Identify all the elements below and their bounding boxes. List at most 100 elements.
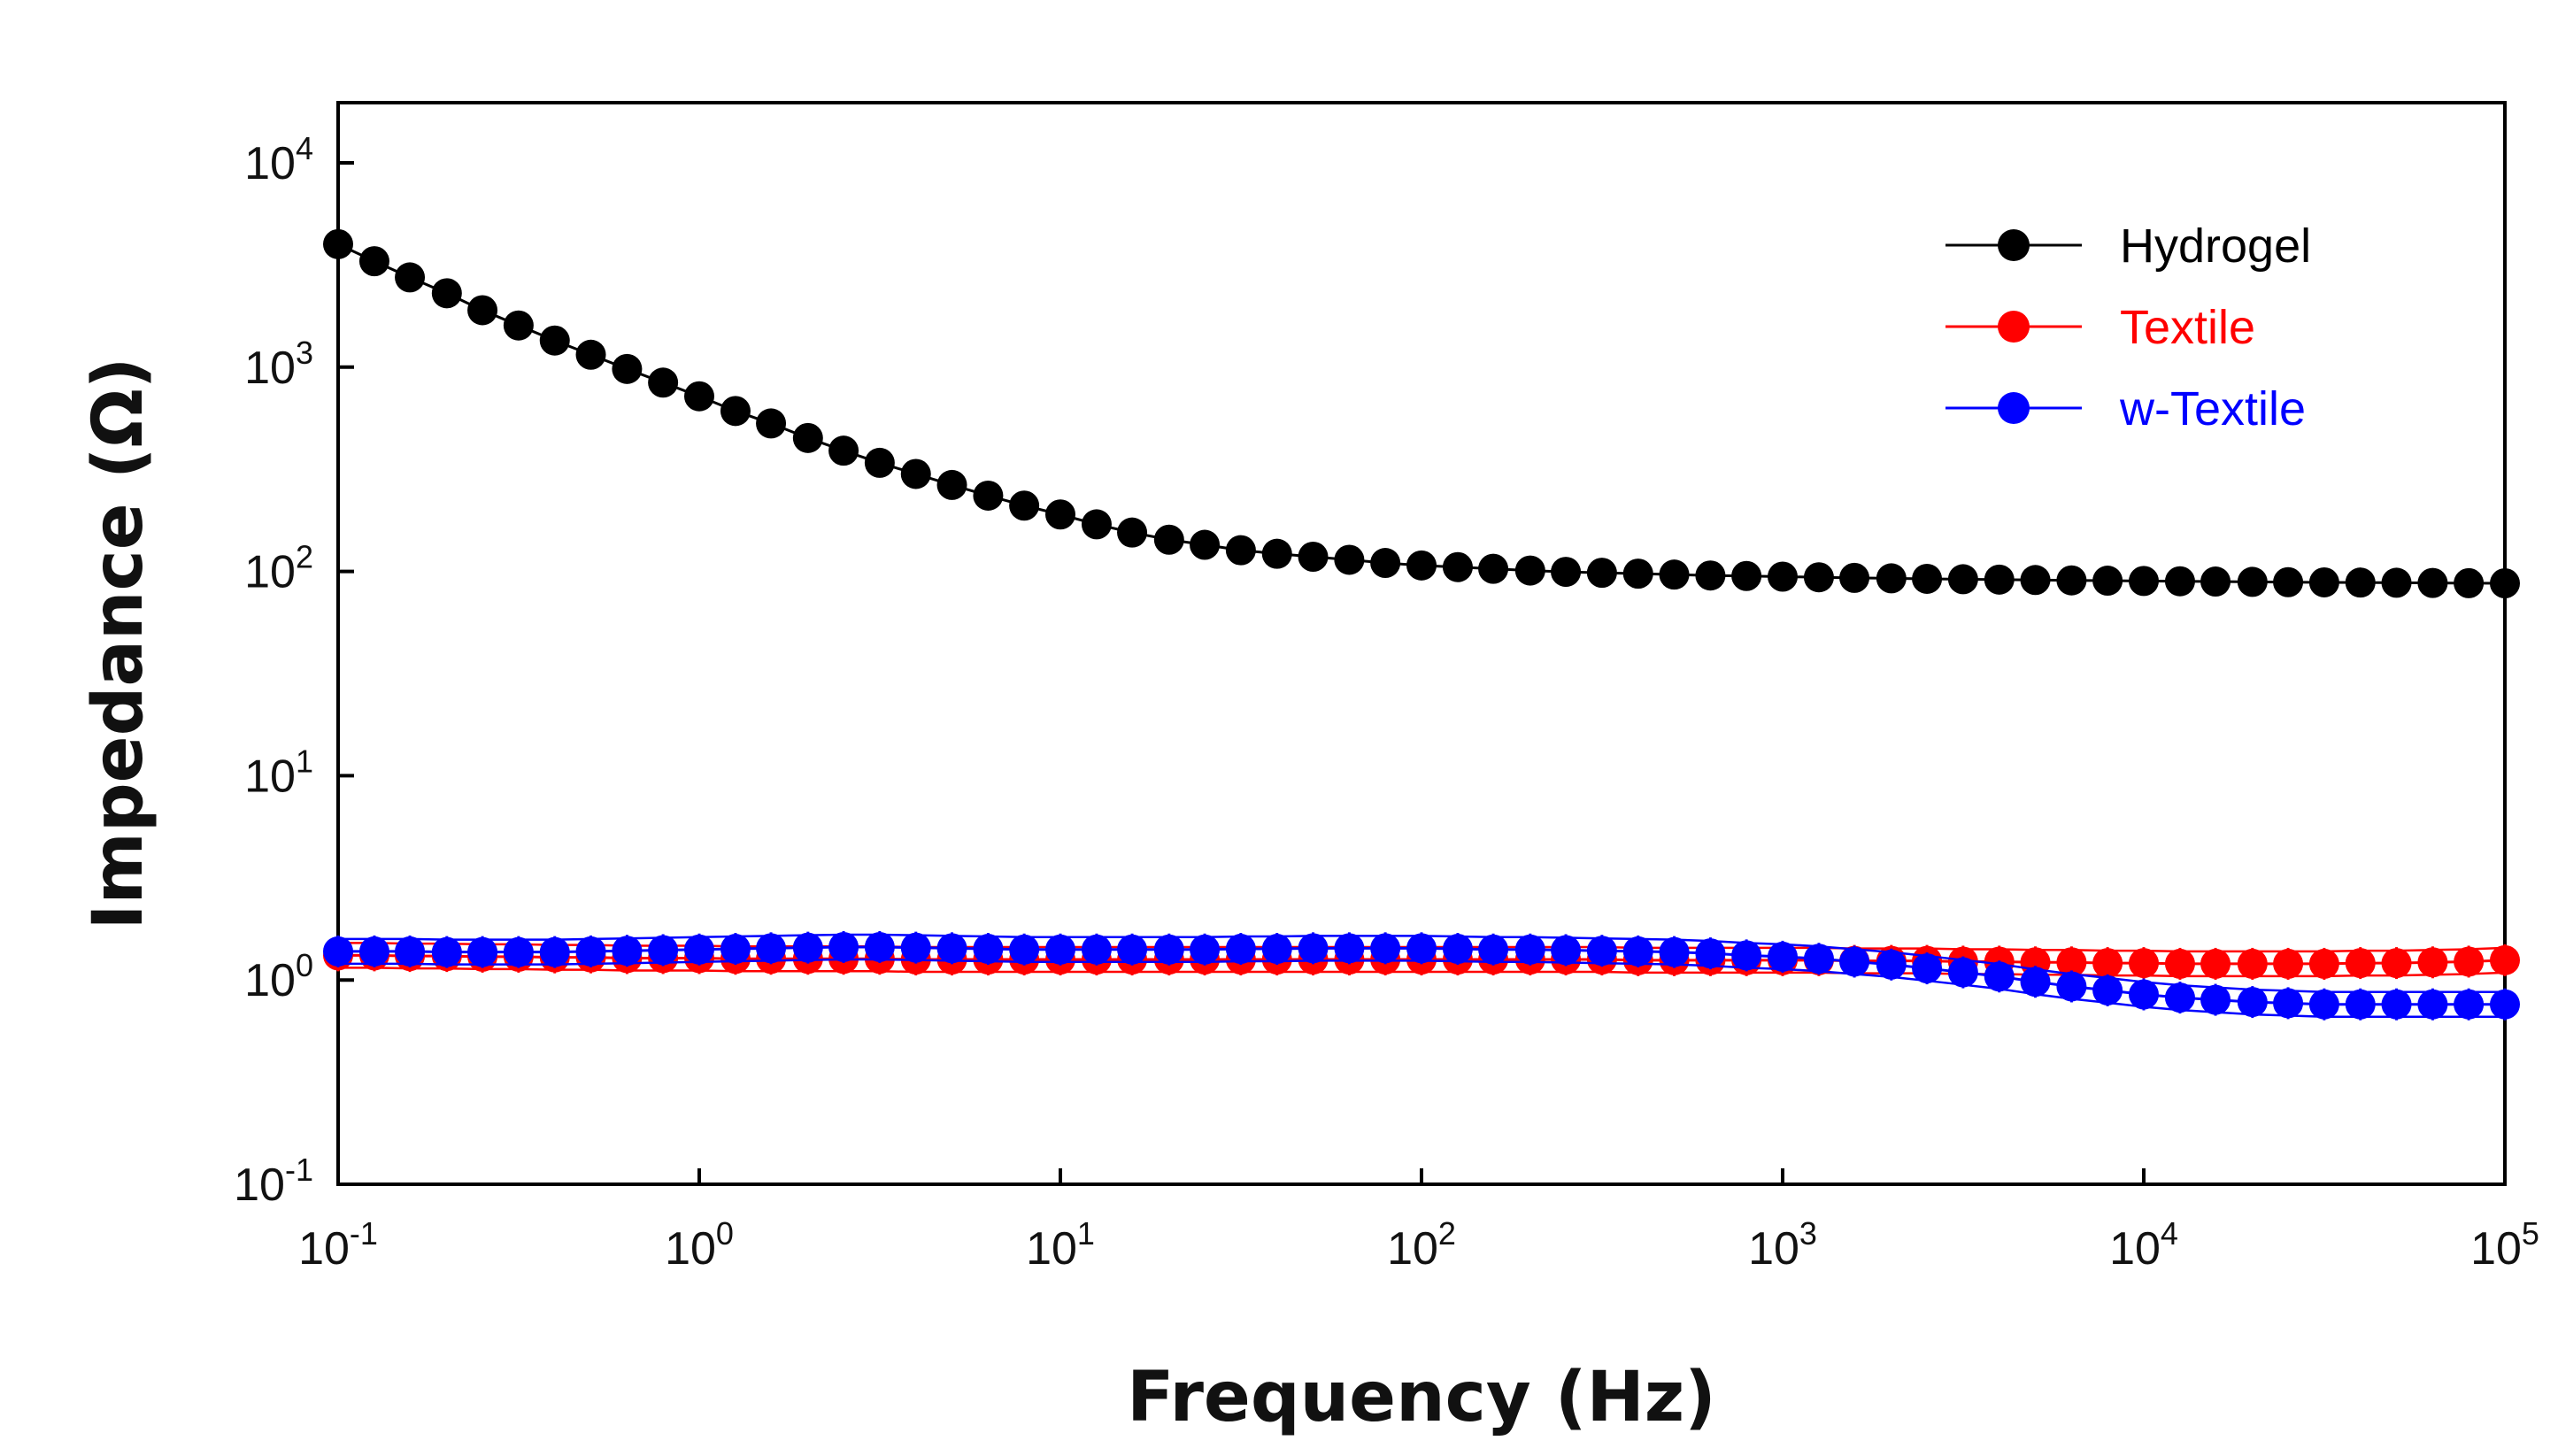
legend-label: w-Textile [2119,382,2306,435]
data-point [1731,560,1762,591]
data-point [973,934,1004,965]
data-point [720,396,751,427]
data-point [1261,934,1292,965]
data-point [936,933,967,964]
data-point [2308,948,2339,979]
data-point [2056,565,2087,596]
data-point [1551,557,1582,588]
y-axis-title: Impedance (Ω) [79,358,158,930]
data-point [2273,566,2304,597]
data-point [1947,957,1978,988]
data-point [2237,987,2268,1018]
x-tick-label: 101 [1026,1215,1095,1275]
data-point [395,262,426,293]
data-point [1731,940,1762,971]
y-tick-label: 101 [244,743,313,802]
data-point [684,934,714,965]
data-point [2454,989,2485,1020]
data-point [720,934,751,965]
data-point [2092,975,2123,1005]
data-point [1839,562,1870,593]
data-point [358,246,389,277]
data-point [503,310,534,341]
data-point [2345,948,2376,979]
y-tick-label: 102 [244,539,313,598]
data-point [1659,559,1690,590]
data-point [2308,989,2339,1020]
data-point [1370,548,1401,579]
data-point [2164,566,2195,597]
data-point [1298,542,1329,573]
data-point [1839,946,1870,977]
data-point [2237,948,2268,979]
data-point [1768,941,1798,972]
data-point [1298,933,1329,964]
data-point [2417,567,2448,598]
data-point [2417,947,2448,978]
data-point [828,931,859,962]
data-point [2273,988,2304,1019]
data-point [900,932,931,963]
data-point [2454,567,2485,598]
data-point [1261,538,1292,569]
data-point [2381,567,2412,598]
data-point [1586,936,1617,967]
data-point [503,936,534,967]
data-point [2056,947,2087,978]
data-point [2129,979,2159,1010]
data-point [1045,934,1075,965]
data-point [1912,953,1943,984]
data-point [575,936,606,967]
data-point [1984,961,2015,992]
data-point [2345,989,2376,1020]
data-point [2381,948,2412,979]
data-point [1153,934,1184,965]
data-point [2092,566,2123,597]
data-point [1514,934,1545,965]
data-point [431,278,462,309]
data-point [575,339,606,370]
data-point [1442,551,1473,582]
data-point [1768,561,1798,592]
data-point [2273,948,2304,979]
data-point [431,936,462,967]
data-point [973,480,1004,511]
data-point [1478,553,1509,584]
x-tick-label: 100 [665,1215,734,1275]
data-point [2020,967,2051,998]
data-point [2454,946,2485,977]
data-point [2417,989,2448,1020]
data-point [1117,934,1148,965]
data-point [1876,949,1907,980]
data-point [1334,933,1365,964]
data-point [1695,560,1726,591]
y-tick-label: 10-1 [234,1152,313,1211]
legend: Hydrogel Textile w-Textile [1945,220,2311,435]
data-point [2237,566,2268,597]
data-point [467,295,498,326]
x-tick-label: 10-1 [298,1215,378,1275]
x-tick-label: 103 [1748,1215,1817,1275]
data-point [2490,567,2520,598]
data-point [1514,555,1545,586]
data-point [1622,559,1653,589]
data-point [2129,948,2159,979]
data-point [1622,936,1653,967]
data-point [1586,558,1617,589]
x-axis-title: Frequency (Hz) [1127,1358,1716,1437]
legend-label: Textile [2120,301,2255,354]
data-point [2129,566,2159,597]
data-point [2200,984,2231,1015]
data-point [395,936,426,967]
data-point [1225,535,1256,566]
y-axis: 10-1 100 101 102 103 104 [234,130,354,1211]
y-tick-label: 103 [244,335,313,394]
data-point [2490,944,2520,975]
series-w-textile [323,930,2520,1021]
y-tick-label: 104 [244,130,313,189]
data-point [323,936,353,967]
x-tick-label: 105 [2470,1215,2539,1275]
data-point [612,353,643,384]
